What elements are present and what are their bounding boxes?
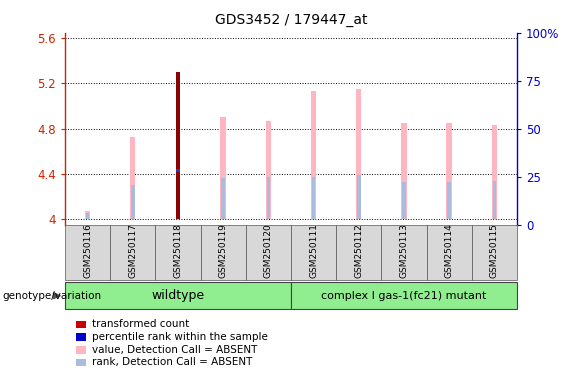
Text: GSM250112: GSM250112 <box>354 223 363 278</box>
Bar <box>221 178 225 219</box>
Bar <box>401 123 407 219</box>
Bar <box>131 185 134 219</box>
Bar <box>130 137 136 219</box>
Text: percentile rank within the sample: percentile rank within the sample <box>92 332 267 342</box>
Text: GSM250114: GSM250114 <box>445 223 454 278</box>
Text: GDS3452 / 179447_at: GDS3452 / 179447_at <box>215 13 367 27</box>
Bar <box>357 175 360 219</box>
Bar <box>402 182 406 219</box>
Bar <box>356 89 362 219</box>
Text: GSM250111: GSM250111 <box>309 223 318 278</box>
Bar <box>311 91 316 219</box>
Bar <box>312 177 315 219</box>
Bar <box>176 169 180 172</box>
Bar <box>267 177 270 219</box>
Bar <box>85 211 90 219</box>
Text: value, Detection Call = ABSENT: value, Detection Call = ABSENT <box>92 345 257 355</box>
Text: GSM250119: GSM250119 <box>219 223 228 278</box>
Bar <box>492 125 497 219</box>
Text: GSM250116: GSM250116 <box>83 223 92 278</box>
Text: GSM250120: GSM250120 <box>264 223 273 278</box>
Bar <box>220 118 226 219</box>
Bar <box>86 214 89 219</box>
Bar <box>447 182 451 219</box>
Text: GSM250118: GSM250118 <box>173 223 182 278</box>
Text: genotype/variation: genotype/variation <box>3 291 102 301</box>
Text: rank, Detection Call = ABSENT: rank, Detection Call = ABSENT <box>92 358 252 367</box>
Bar <box>493 180 496 219</box>
Text: GSM250115: GSM250115 <box>490 223 499 278</box>
Text: GSM250117: GSM250117 <box>128 223 137 278</box>
Bar <box>176 72 180 219</box>
Text: complex I gas-1(fc21) mutant: complex I gas-1(fc21) mutant <box>321 291 486 301</box>
Text: GSM250113: GSM250113 <box>399 223 408 278</box>
Bar <box>446 123 452 219</box>
Text: transformed count: transformed count <box>92 319 189 329</box>
Bar <box>266 121 271 219</box>
Text: wildtype: wildtype <box>151 289 205 302</box>
